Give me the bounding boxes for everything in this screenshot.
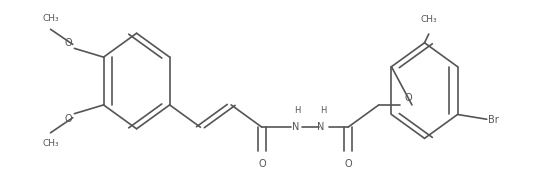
Text: CH₃: CH₃ (42, 139, 59, 148)
Text: N: N (292, 122, 299, 132)
Text: Br: Br (488, 115, 499, 125)
Text: O: O (344, 159, 352, 169)
Text: O: O (64, 38, 72, 48)
Text: CH₃: CH₃ (421, 16, 437, 24)
Text: O: O (258, 159, 266, 169)
Text: H: H (320, 106, 326, 115)
Text: O: O (64, 114, 72, 124)
Text: O: O (405, 93, 412, 103)
Text: N: N (317, 122, 325, 132)
Text: H: H (294, 106, 301, 115)
Text: CH₃: CH₃ (42, 14, 59, 23)
